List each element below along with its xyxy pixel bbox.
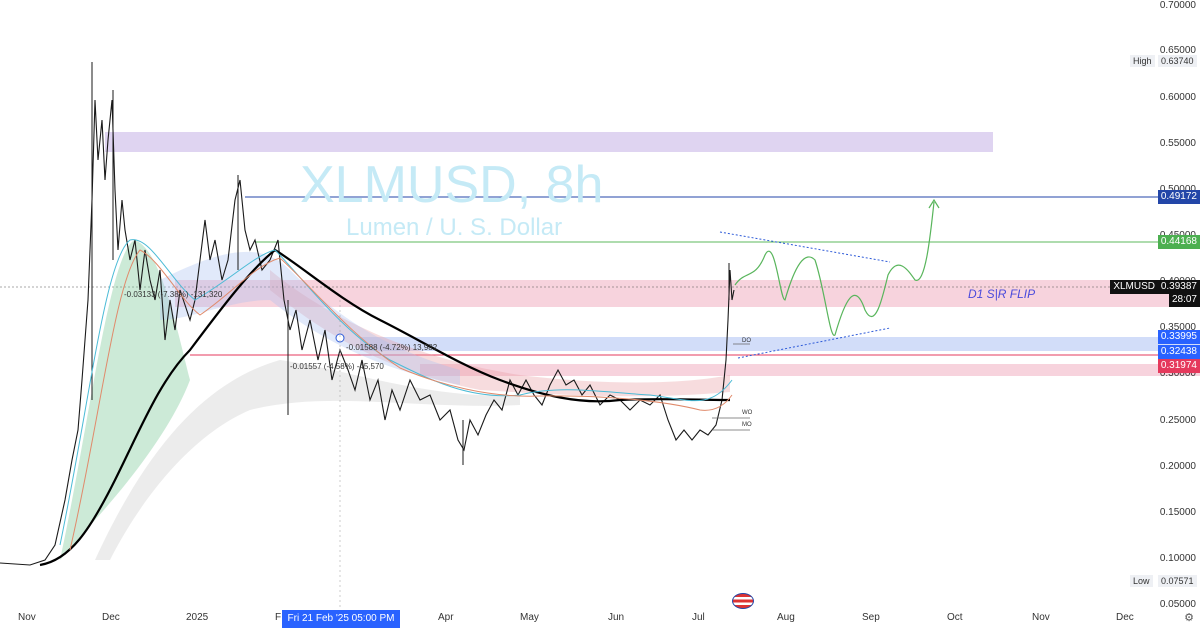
x-tick-label: Jun bbox=[608, 612, 625, 623]
support-zone bbox=[360, 337, 1200, 351]
current-price-tag: 0.39387 bbox=[1157, 280, 1200, 294]
y-tick-label: 0.65000 bbox=[1159, 45, 1196, 56]
y-tick-label: 0.20000 bbox=[1159, 461, 1196, 472]
measure-label-2: -0.01557 (-4.58%) -45,570 bbox=[290, 362, 384, 371]
lower-red-zone bbox=[420, 364, 1200, 376]
x-tick-label: Oct bbox=[947, 612, 963, 623]
x-tick-label: F bbox=[275, 612, 282, 623]
y-tick-label: 0.55000 bbox=[1159, 138, 1196, 149]
ma-cloud-grey bbox=[95, 360, 520, 560]
supply-zone bbox=[105, 132, 993, 152]
gear-icon[interactable]: ⚙ bbox=[1184, 612, 1194, 624]
x-tick-label: Nov bbox=[1032, 612, 1050, 623]
mo-label: MO bbox=[742, 422, 752, 428]
measure-label-3: -0.01588 (-4.72%) 13,982 bbox=[346, 343, 438, 352]
price-series bbox=[0, 99, 735, 566]
symbol-watermark: XLMUSD, 8h bbox=[300, 156, 604, 214]
low-label: Low bbox=[1130, 575, 1153, 587]
measure-label-1: -0.03133 (-7.38%) -131,320 bbox=[124, 290, 223, 299]
y-tick-label: 0.30000 bbox=[1159, 368, 1196, 379]
high-value: 0.63740 bbox=[1158, 55, 1197, 67]
flip-label: D1 S|R FLIP bbox=[968, 287, 1036, 301]
x-tick-label: Aug bbox=[777, 612, 795, 623]
resistance-1-tag: 0.49172 bbox=[1157, 190, 1200, 204]
y-tick-label: 0.70000 bbox=[1159, 0, 1196, 11]
y-tick-label: 0.60000 bbox=[1159, 92, 1196, 103]
x-tick-label: Dec bbox=[102, 612, 120, 623]
triangle-lower bbox=[737, 327, 891, 359]
y-tick-label: 0.05000 bbox=[1159, 599, 1196, 610]
ma-cloud-green bbox=[60, 240, 190, 560]
support-1-tag: 0.33995 bbox=[1157, 330, 1200, 344]
symbol-description-watermark: Lumen / U. S. Dollar bbox=[346, 214, 563, 241]
y-tick-label: 0.35000 bbox=[1159, 322, 1196, 333]
y-tick-label: 0.15000 bbox=[1159, 507, 1196, 518]
x-tick-label: Apr bbox=[438, 612, 454, 623]
x-tick-label: May bbox=[520, 612, 539, 623]
projection-path bbox=[734, 201, 935, 336]
ma-mid bbox=[69, 249, 733, 551]
wo-label: WO bbox=[742, 410, 753, 416]
arrow-head-icon bbox=[928, 198, 940, 209]
flip-zone bbox=[175, 280, 1200, 307]
x-tick-label: 2025 bbox=[186, 612, 209, 623]
x-tick-label: Sep bbox=[862, 612, 880, 623]
low-value: 0.07571 bbox=[1158, 575, 1197, 587]
ma-cloud-blue bbox=[160, 251, 460, 385]
x-tick-label: Dec bbox=[1116, 612, 1134, 623]
triangle-upper bbox=[719, 231, 891, 263]
countdown-tag: 28:07 bbox=[1168, 293, 1200, 307]
y-tick-label: 0.25000 bbox=[1159, 415, 1196, 426]
ma-cloud-red bbox=[270, 270, 730, 397]
x-tick-label: Nov bbox=[18, 612, 36, 623]
symbol-tag: XLMUSD bbox=[1110, 280, 1158, 294]
us-flag-icon[interactable] bbox=[732, 593, 754, 609]
support-3-tag: 0.31974 bbox=[1157, 359, 1200, 373]
crosshair-date-label: Fri 21 Feb '25 05:00 PM bbox=[282, 610, 400, 628]
x-tick-label: Jul bbox=[692, 612, 705, 623]
y-tick-label: 0.10000 bbox=[1159, 553, 1196, 564]
ma-long bbox=[39, 248, 731, 567]
high-label: High bbox=[1130, 55, 1155, 67]
do-label: DO bbox=[742, 338, 751, 344]
resistance-2-tag: 0.44168 bbox=[1157, 235, 1200, 249]
support-2-tag: 0.32438 bbox=[1157, 345, 1200, 359]
